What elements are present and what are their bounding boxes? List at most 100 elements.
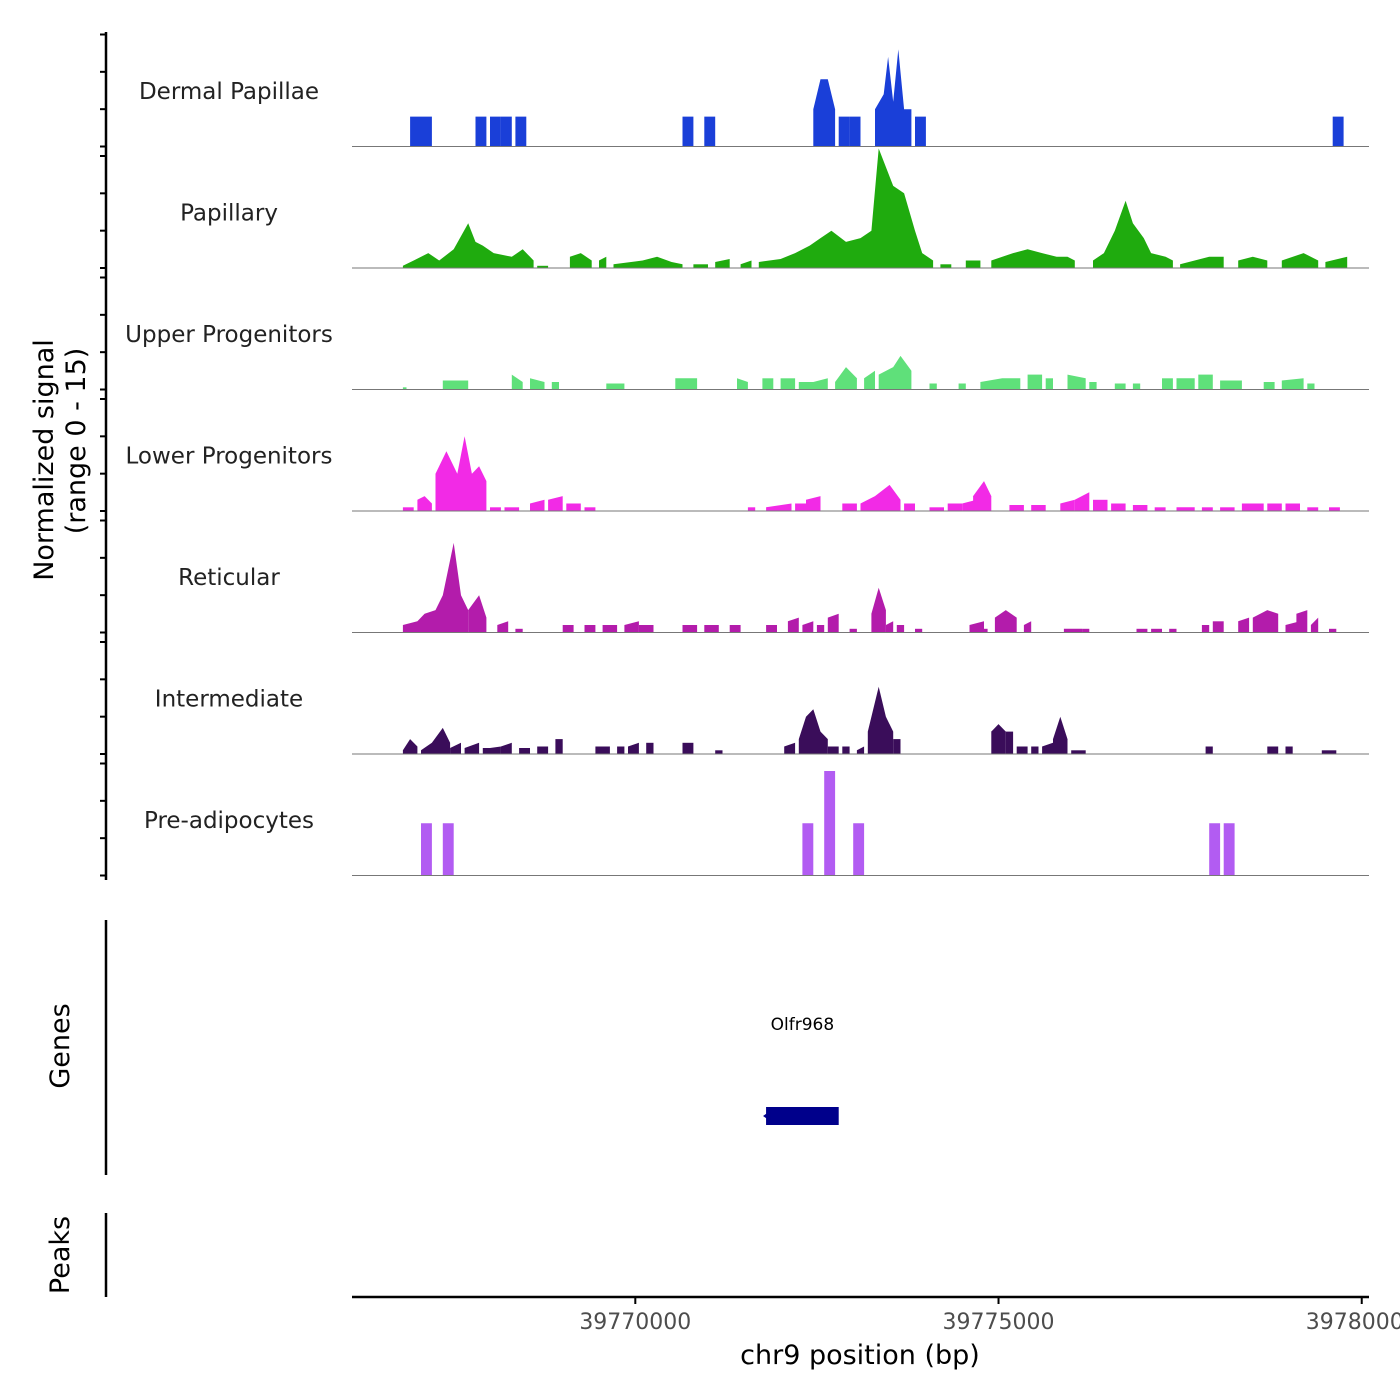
signal-peak-papillary-15 [1238, 256, 1268, 268]
signal-peak-intermediate-7 [500, 742, 512, 754]
signal-peak-dermal-papillae-9 [838, 116, 850, 147]
signal-peak-intermediate-25 [1005, 731, 1014, 754]
signal-peak-lower-progenitors-15 [860, 484, 901, 511]
signal-peak-upper-progenitors-3 [511, 374, 523, 390]
signal-peak-upper-progenitors-16 [958, 383, 966, 390]
signal-peak-reticular-39 [1310, 617, 1319, 633]
signal-peak-reticular-13 [729, 625, 741, 633]
signal-peak-papillary-16 [1281, 253, 1319, 268]
signal-peak-reticular-26 [994, 610, 1017, 633]
signal-peak-reticular-3 [468, 595, 487, 633]
signal-peak-upper-progenitors-5 [551, 382, 559, 390]
signal-peak-lower-progenitors-8 [566, 503, 581, 511]
x-axis-ticks: 39770000 39775000 39780000 [579, 1297, 1400, 1335]
signal-peak-papillary-2 [537, 265, 549, 268]
track-lower-progenitors: Lower Progenitors [126, 436, 1369, 512]
signal-peak-papillary-5 [613, 256, 683, 268]
signal-peak-upper-progenitors-24 [1162, 378, 1173, 390]
signal-peak-intermediate-24 [991, 724, 1006, 754]
signal-peak-lower-progenitors-36 [1329, 507, 1340, 511]
signal-peak-lower-progenitors-17 [929, 507, 944, 511]
signal-peak-lower-progenitors-7 [548, 496, 563, 511]
signal-peak-lower-progenitors-20 [973, 481, 992, 511]
signal-peak-reticular-28 [1063, 628, 1083, 633]
signal-peak-upper-progenitors-8 [737, 378, 748, 390]
signal-peak-dermal-papillae-2 [475, 116, 487, 147]
signal-peak-upper-progenitors-7 [675, 378, 698, 390]
signal-peak-reticular-18 [827, 613, 839, 633]
track-label-papillary: Papillary [180, 201, 278, 227]
signal-peak-lower-progenitors-24 [1074, 492, 1090, 511]
signal-peak-upper-progenitors-11 [798, 378, 828, 390]
y-axis-title: Normalized signal (range 0 - 15) [29, 339, 92, 581]
signal-peak-intermediate-23 [893, 739, 901, 754]
signal-peak-intermediate-1 [402, 739, 418, 754]
x-tick-label-2: 39775000 [943, 1310, 1055, 1335]
signal-peak-intermediate-26 [1016, 746, 1028, 754]
signal-peak-intermediate-34 [1321, 750, 1329, 754]
signal-peak-lower-progenitors-34 [1285, 503, 1300, 511]
signal-peak-upper-progenitors-28 [1263, 382, 1275, 390]
signal-peak-dermal-papillae-8 [813, 79, 836, 147]
signal-peak-papillary-6 [693, 264, 708, 268]
signal-peak-papillary-13 [1093, 200, 1173, 268]
x-tick-label-1: 39770000 [579, 1310, 691, 1335]
signal-peak-dermal-papillae-1 [410, 116, 432, 147]
signal-peak-intermediate-14 [646, 742, 654, 754]
signal-peak-intermediate-5 [482, 748, 490, 754]
track-label-dermal-papillae: Dermal Papillae [139, 79, 319, 105]
signal-peak-upper-progenitors-10 [780, 378, 796, 390]
signal-peak-lower-progenitors-11 [766, 503, 792, 511]
signal-peak-upper-progenitors-22 [1114, 383, 1126, 390]
signal-peak-papillary-11 [965, 260, 981, 268]
signal-peak-upper-progenitors-27 [1220, 380, 1242, 390]
signal-peak-upper-progenitors-23 [1132, 383, 1141, 390]
signal-peak-intermediate-29 [1053, 716, 1068, 754]
signal-peak-reticular-20 [871, 587, 886, 633]
signal-peak-reticular-5 [515, 628, 523, 633]
signal-peak-reticular-19 [849, 628, 857, 633]
signal-peak-upper-progenitors-6 [606, 383, 625, 390]
signal-peak-lower-progenitors-31 [1220, 507, 1235, 511]
signal-peak-lower-progenitors-21 [1009, 505, 1024, 511]
gene-strand-arrow [763, 1111, 771, 1121]
signal-peak-intermediate-13 [628, 742, 639, 754]
signal-peak-intermediate-12 [617, 746, 625, 754]
signal-peak-reticular-15 [787, 617, 799, 633]
signal-peak-upper-progenitors-9 [762, 378, 774, 390]
track-pre-adipocytes: Pre-adipocytes [144, 771, 1369, 876]
signal-peak-lower-progenitors-16 [904, 503, 915, 511]
signal-peak-reticular-22 [896, 625, 905, 633]
signal-peak-upper-progenitors-30 [1307, 383, 1315, 390]
signal-peak-intermediate-17 [784, 742, 796, 754]
signal-peak-pre-adipocytes-6 [1209, 823, 1221, 876]
gene-label: Olfr968 [771, 1015, 835, 1035]
signal-peak-dermal-papillae-5 [515, 116, 527, 147]
signal-peak-intermediate-9 [537, 746, 549, 754]
signal-peak-lower-progenitors-1 [402, 507, 414, 511]
signal-peak-lower-progenitors-27 [1132, 505, 1148, 511]
signal-peak-reticular-10 [638, 625, 654, 633]
signal-peak-lower-progenitors-28 [1154, 507, 1166, 511]
signal-peak-intermediate-11 [595, 746, 610, 754]
signal-peak-papillary-7 [715, 259, 730, 268]
gene-body [766, 1107, 839, 1125]
signal-peak-lower-progenitors-23 [1060, 499, 1075, 511]
signal-peak-lower-progenitors-12 [795, 503, 806, 511]
signal-peak-reticular-17 [816, 625, 825, 633]
signal-peak-reticular-12 [704, 625, 719, 633]
signal-peak-reticular-4 [497, 621, 509, 633]
signal-peak-upper-progenitors-19 [1045, 378, 1053, 390]
signal-peak-reticular-24 [969, 621, 984, 633]
y-axis-title-line2: (range 0 - 15) [61, 348, 92, 535]
peaks-panel-title: Peaks [45, 1216, 76, 1294]
signal-peak-pre-adipocytes-4 [824, 771, 836, 876]
signal-peak-intermediate-6 [490, 746, 501, 754]
signal-peak-upper-progenitors-26 [1198, 374, 1213, 390]
signal-peak-intermediate-32 [1267, 746, 1279, 754]
signal-peak-intermediate-30 [1071, 750, 1086, 754]
signal-peak-reticular-11 [682, 625, 698, 633]
signal-peak-intermediate-10 [555, 739, 563, 754]
signal-peak-lower-progenitors-3 [435, 436, 487, 511]
